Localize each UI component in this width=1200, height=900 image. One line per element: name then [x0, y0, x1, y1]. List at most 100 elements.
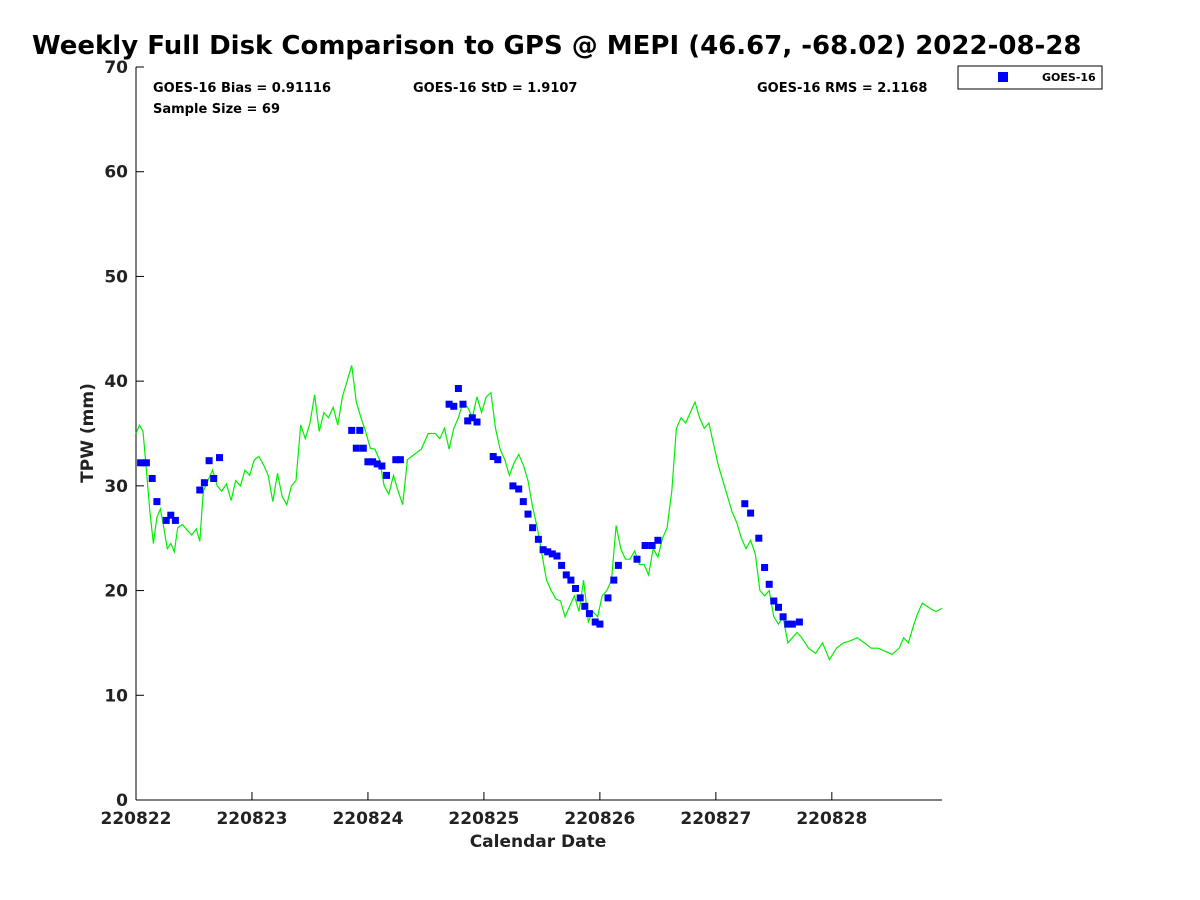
bias-stat: GOES-16 Bias = 0.91116 [153, 81, 331, 96]
goes16-point [454, 385, 462, 392]
goes16-point [741, 500, 749, 508]
goes16-point [153, 498, 161, 506]
goes16-point [210, 475, 218, 482]
goes16-point [468, 414, 476, 422]
goes16-point [494, 456, 502, 464]
goes16-point [473, 418, 481, 426]
goes16-point [770, 597, 778, 605]
goes16-point [392, 456, 400, 464]
y-tick-label: 40 [104, 372, 128, 392]
y-tick-label: 50 [104, 267, 128, 287]
goes16-point [383, 471, 390, 479]
goes16-point [196, 486, 204, 494]
goes16-point [445, 400, 453, 408]
goes16-point [548, 550, 556, 558]
goes16-point [641, 542, 649, 549]
goes16-point [464, 417, 472, 425]
goes16-point [356, 426, 364, 434]
goes16-point [364, 458, 372, 466]
goes16-point [567, 576, 575, 584]
x-axis-label: Calendar Date [470, 832, 607, 852]
goes16-point [795, 618, 803, 626]
goes16-point [459, 400, 467, 408]
series-layer [135, 365, 943, 662]
x-tick-label: 220828 [796, 809, 867, 829]
goes16-point [450, 402, 458, 410]
goes16-point [610, 576, 618, 584]
goes16-point [529, 524, 537, 532]
goes16-point [788, 620, 796, 628]
goes16-point [775, 603, 782, 611]
goes16-point [784, 620, 792, 628]
goes16-point [761, 564, 769, 571]
goes16-point [558, 561, 566, 569]
y-tick-label: 30 [104, 477, 128, 497]
legend: GOES-16 [957, 65, 1103, 90]
goes16-point [162, 516, 170, 524]
goes16-point [544, 548, 552, 556]
y-ticks: 0 10 20 30 40 50 60 70 [104, 58, 144, 811]
x-tick-label: 220822 [101, 809, 172, 829]
goes16-point [524, 510, 532, 518]
goes16-point [519, 498, 527, 506]
goes16-point [515, 485, 523, 493]
goes16-point [142, 459, 150, 467]
y-tick-label: 60 [104, 163, 128, 183]
goes16-point [576, 594, 584, 602]
goes16-point [604, 594, 612, 602]
goes16-point [205, 457, 213, 465]
y-tick-label: 20 [104, 582, 128, 602]
x-tick-label: 220823 [216, 809, 287, 829]
goes16-point [614, 561, 622, 569]
goes16-point [359, 444, 367, 452]
goes16-point [648, 542, 656, 549]
goes16-point [378, 462, 386, 470]
goes16-point [572, 585, 579, 592]
y-tick-label: 10 [104, 686, 128, 706]
y-axis-label: TPW (mm) [78, 383, 98, 483]
goes16-point [137, 459, 145, 467]
goes16-point [348, 426, 356, 434]
x-tick-label: 220826 [564, 809, 635, 829]
goes16-point [591, 618, 599, 626]
x-ticks: 220822 220823 220824 220825 220826 220827 2208… [101, 792, 867, 829]
legend-box [957, 65, 1103, 90]
goes16-point [654, 536, 662, 544]
gps-tpw-line [135, 365, 943, 662]
legend-label-goes16: GOES-16 [1042, 71, 1096, 84]
goes16-point [216, 454, 223, 462]
std-stat: GOES-16 StD = 1.9107 [413, 81, 577, 96]
goes16-point [581, 602, 589, 610]
plot-area [136, 67, 942, 800]
goes16-point [553, 552, 561, 560]
x-tick-label: 220825 [448, 809, 519, 829]
goes16-point [585, 610, 593, 618]
goes16-point [200, 479, 208, 487]
rms-stat: GOES-16 RMS = 2.1168 [757, 81, 927, 96]
goes16-point [373, 460, 381, 468]
sample-size-stat: Sample Size = 69 [153, 102, 280, 117]
goes16-point [539, 546, 547, 554]
goes16-point [747, 509, 755, 517]
legend-marker-goes16 [998, 72, 1008, 82]
y-tick-label: 0 [116, 791, 128, 811]
goes16-point [562, 571, 570, 579]
goes16-point [171, 516, 179, 524]
x-tick-label: 220824 [332, 809, 403, 829]
goes16-point [396, 456, 404, 464]
goes16-point [148, 475, 156, 482]
goes16-point [765, 580, 773, 588]
goes16-point [633, 555, 641, 563]
goes16-point [489, 453, 497, 460]
chart-title: Weekly Full Disk Comparison to GPS @ MEP… [32, 31, 1082, 61]
goes16-point [779, 613, 787, 621]
goes16-point [596, 620, 604, 628]
goes16-point [167, 511, 175, 519]
goes16-point [509, 482, 517, 490]
goes16-point [534, 535, 542, 543]
y-tick-label: 70 [104, 58, 128, 78]
goes16-point [755, 534, 763, 542]
goes16-point [369, 458, 377, 466]
x-tick-label: 220827 [680, 809, 751, 829]
